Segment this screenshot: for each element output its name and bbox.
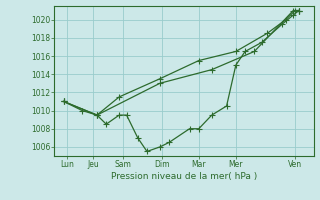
X-axis label: Pression niveau de la mer( hPa ): Pression niveau de la mer( hPa ) [111, 172, 257, 181]
